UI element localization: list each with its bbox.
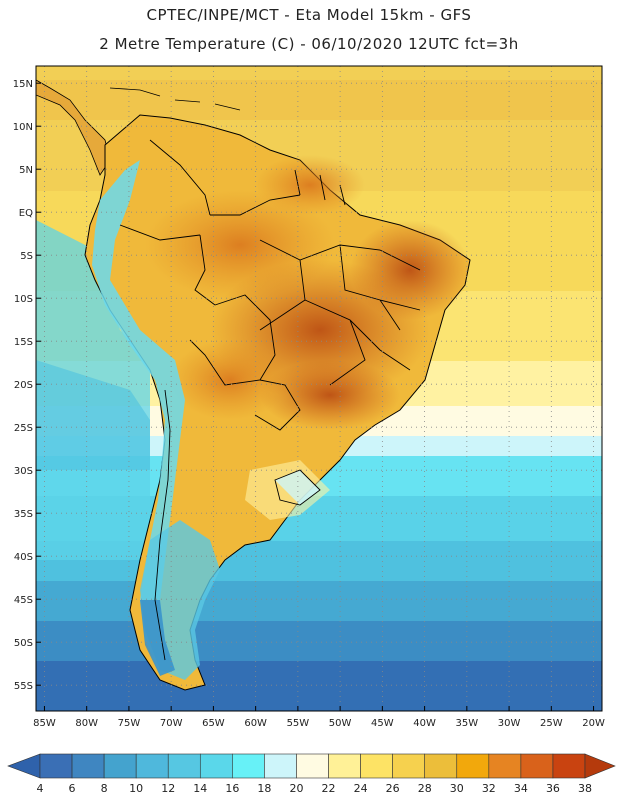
band-30 — [36, 80, 602, 120]
colorbar-swatch — [103, 753, 137, 779]
warm-north — [255, 155, 365, 215]
lat-label: 55S — [14, 681, 33, 692]
colorbar-swatch — [424, 753, 458, 779]
colorbar-label: 38 — [578, 782, 592, 795]
colorbar-swatch — [392, 753, 426, 779]
colorbar-label: 36 — [546, 782, 560, 795]
lon-label: 20W — [582, 718, 605, 729]
border-peru-brazil — [194, 234, 216, 306]
colorbar-label: 18 — [257, 782, 271, 795]
colorbar-swatch — [39, 753, 73, 779]
lat-label: 5N — [19, 165, 33, 176]
axis-labels: 15N 10N 5N EQ 5S 10S 15S 20S 25S 30S 35S 40S 45S 50S 5… — [13, 79, 605, 729]
border-paraguay — [254, 379, 301, 431]
hot-southeast — [260, 360, 400, 430]
lat-label: EQ — [19, 208, 33, 219]
lon-label: 75W — [118, 718, 141, 729]
border-argentina-chile — [154, 389, 171, 661]
colorbar-label: 12 — [161, 782, 175, 795]
colorbar-swatch — [71, 753, 105, 779]
colorbar-swatch — [199, 753, 233, 779]
lat-label: 15N — [13, 79, 33, 90]
border-venezuela-brazil — [210, 194, 301, 216]
lat-label: 45S — [14, 595, 33, 606]
band-10 — [36, 621, 602, 661]
colorbar-low-arrow — [7, 753, 41, 779]
colorbar-label: 8 — [101, 782, 108, 795]
caribbean-islands — [109, 87, 241, 111]
lon-label: 35W — [456, 718, 479, 729]
lat-label: 10N — [13, 122, 33, 133]
map-frame — [35, 65, 603, 712]
lat-label: 50S — [14, 638, 33, 649]
colorbar-swatch — [296, 753, 329, 779]
map-title: CPTEC/INPE/MCT - Eta Model 15km - GFS — [146, 6, 472, 24]
map-subtitle: 2 Metre Temperature (C) - 06/10/2020 12U… — [99, 35, 519, 53]
band-12 — [36, 581, 602, 621]
lat-label: 35S — [14, 509, 33, 520]
colorbar-label: 4 — [37, 782, 44, 795]
colorbar-label: 30 — [450, 782, 464, 795]
lon-label: 30W — [498, 718, 521, 729]
lat-label: 15S — [14, 337, 33, 348]
lon-label: 60W — [244, 718, 267, 729]
colorbar-label: 6 — [69, 782, 76, 795]
southern-andes-deep — [140, 600, 175, 676]
lat-label: 25S — [14, 423, 33, 434]
uruguay-outline — [274, 469, 321, 506]
colorbar-swatch — [520, 753, 554, 779]
colorbar-label: 34 — [514, 782, 528, 795]
colorbar-label: 28 — [418, 782, 432, 795]
lon-label: 70W — [160, 718, 183, 729]
colorbar-swatch — [328, 753, 361, 779]
colorbar-label: 26 — [386, 782, 400, 795]
lon-label: 65W — [202, 718, 225, 729]
border-guianas — [294, 169, 346, 206]
border-brazil-states — [259, 239, 421, 386]
colorbar-label: 20 — [289, 782, 303, 795]
colorbar-swatch — [456, 753, 490, 779]
lat-label: 30S — [14, 466, 33, 477]
colorbar-swatch — [360, 753, 393, 779]
colorbar-swatch — [488, 753, 522, 779]
colorbar-swatch — [135, 753, 169, 779]
colorbar-swatch — [264, 753, 297, 779]
colorbar-label: 22 — [322, 782, 336, 795]
lat-label: 5S — [20, 251, 33, 262]
lat-label: 20S — [14, 380, 33, 391]
lon-label: 25W — [540, 718, 563, 729]
country-borders — [119, 139, 421, 661]
colorbar-swatch — [552, 753, 586, 779]
hot-northeast — [350, 220, 470, 320]
lon-label: 50W — [329, 718, 352, 729]
pacific-cool-wedge-2 — [36, 360, 150, 470]
lat-label: 40S — [14, 552, 33, 563]
colorbar-label: 14 — [193, 782, 207, 795]
border-bolivia — [189, 294, 276, 386]
colorbar-swatch — [232, 753, 265, 779]
colorbar-swatch — [167, 753, 201, 779]
lon-label: 45W — [371, 718, 394, 729]
lon-label: 85W — [33, 718, 56, 729]
border-colombia-peru — [119, 224, 201, 241]
band-8 — [36, 661, 602, 711]
colorbar-label: 16 — [225, 782, 239, 795]
lon-label: 80W — [75, 718, 98, 729]
colorbar-label: 10 — [129, 782, 143, 795]
lon-label: 55W — [287, 718, 310, 729]
colorbar-high-arrow — [584, 753, 616, 779]
lat-label: 10S — [14, 294, 33, 305]
colorbar-label: 24 — [354, 782, 368, 795]
lon-label: 40W — [413, 718, 436, 729]
warm-chaco — [170, 340, 290, 420]
colorbar: 4 6 8 10 12 14 16 18 20 22 24 26 28 30 32 34 36 38 — [7, 753, 616, 795]
border-colombia-venezuela — [149, 139, 211, 216]
colorbar-label: 32 — [482, 782, 496, 795]
